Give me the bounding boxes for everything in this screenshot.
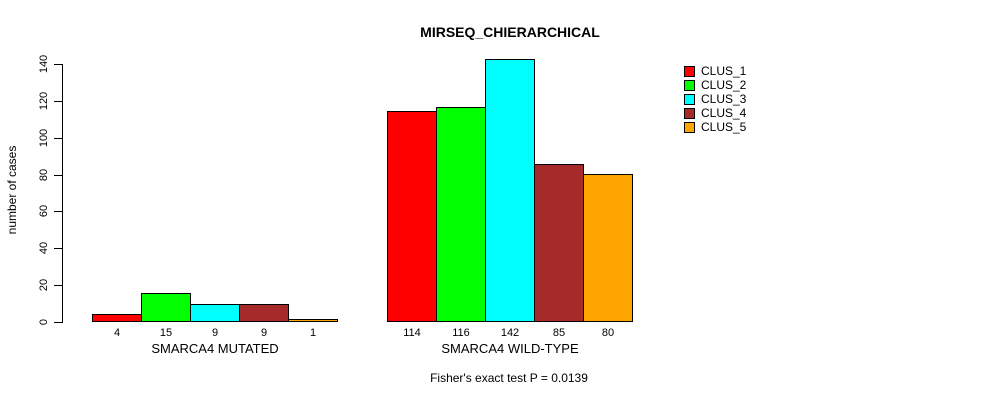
footnote: Fisher's exact test P = 0.0139 <box>430 371 588 385</box>
bar-value-label: 80 <box>601 327 615 339</box>
legend: CLUS_1 CLUS_2 CLUS_3 CLUS_4 CLUS_5 <box>684 64 746 134</box>
y-tick-mark <box>54 248 62 249</box>
legend-label: CLUS_1 <box>701 64 747 78</box>
bar <box>288 319 338 322</box>
y-axis-label: number of cases <box>5 145 19 235</box>
y-tick-label: 120 <box>38 91 50 111</box>
legend-swatch <box>684 93 695 105</box>
y-tick-label: 140 <box>38 54 50 74</box>
y-tick-label: 0 <box>38 318 50 326</box>
bar-value-label: 142 <box>500 327 520 339</box>
y-tick-label: 20 <box>38 278 50 292</box>
y-tick-label: 60 <box>38 204 50 218</box>
bar <box>534 164 584 322</box>
legend-item: CLUS_3 <box>684 92 746 106</box>
bar-value-label: 15 <box>159 327 173 339</box>
y-tick-mark <box>54 175 62 176</box>
legend-swatch <box>684 79 695 91</box>
bar-value-label: 114 <box>403 327 421 339</box>
bar-value-label: 9 <box>211 327 219 339</box>
bar-value-label: 9 <box>260 327 268 339</box>
bar-value-label: 4 <box>113 327 121 339</box>
legend-label: CLUS_4 <box>701 106 747 120</box>
y-tick-mark <box>54 285 62 286</box>
bar <box>190 304 240 322</box>
y-tick-label: 40 <box>38 241 50 255</box>
bar <box>239 304 289 322</box>
y-axis-line <box>62 64 63 323</box>
bar <box>387 111 437 322</box>
legend-label: CLUS_5 <box>701 120 747 134</box>
legend-item: CLUS_2 <box>684 78 746 92</box>
legend-item: CLUS_4 <box>684 106 746 120</box>
bar <box>485 59 535 322</box>
bar <box>141 293 191 322</box>
bar-value-label: 85 <box>552 327 566 339</box>
bar <box>583 174 633 322</box>
y-tick-mark <box>54 138 62 139</box>
y-tick-mark <box>54 101 62 102</box>
legend-swatch <box>684 65 695 77</box>
bar-value-label: 116 <box>452 327 470 339</box>
chart-title: MIRSEQ_CHIERARCHICAL <box>420 24 600 40</box>
y-tick-mark <box>54 322 62 323</box>
bar <box>92 314 142 322</box>
legend-swatch <box>684 121 695 133</box>
legend-swatch <box>684 107 695 119</box>
legend-item: CLUS_1 <box>684 64 746 78</box>
y-tick-label: 80 <box>38 168 50 182</box>
bar <box>436 107 486 322</box>
bar-value-label: 1 <box>309 327 317 339</box>
legend-label: CLUS_2 <box>701 78 747 92</box>
group-label: SMARCA4 WILD-TYPE <box>441 341 579 356</box>
y-tick-mark <box>54 211 62 212</box>
legend-label: CLUS_3 <box>701 92 747 106</box>
legend-item: CLUS_5 <box>684 120 746 134</box>
group-label: SMARCA4 MUTATED <box>151 341 279 356</box>
y-tick-label: 100 <box>38 128 50 148</box>
y-tick-mark <box>54 64 62 65</box>
